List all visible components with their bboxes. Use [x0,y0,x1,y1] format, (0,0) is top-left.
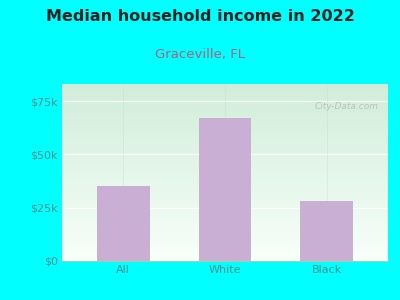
Text: Graceville, FL: Graceville, FL [155,48,245,61]
Text: City-Data.com: City-Data.com [314,102,378,111]
Text: Median household income in 2022: Median household income in 2022 [46,9,354,24]
Bar [198,118,252,261]
Bar [300,201,353,261]
Bar [97,186,150,261]
